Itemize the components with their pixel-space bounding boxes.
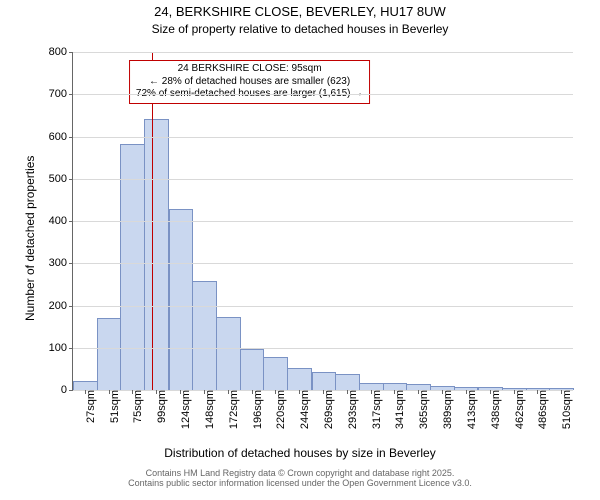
y-gridline <box>73 94 573 95</box>
x-tick-label: 148sqm <box>200 390 216 429</box>
x-tick-label: 269sqm <box>319 390 335 429</box>
histogram-bar <box>240 349 265 390</box>
histogram-bar <box>73 381 98 390</box>
histogram-bar <box>144 119 169 390</box>
x-tick-label: 75sqm <box>128 390 144 423</box>
plot-area: Number of detached properties 24 BERKSHI… <box>72 52 573 391</box>
x-tick-label: 172sqm <box>224 390 240 429</box>
y-tick-label: 100 <box>49 342 73 354</box>
histogram-bar <box>263 357 288 390</box>
histogram-bar <box>359 383 384 390</box>
footer-attribution: Contains HM Land Registry data © Crown c… <box>0 468 600 488</box>
x-tick-label: 317sqm <box>367 390 383 429</box>
histogram-bar <box>192 281 217 390</box>
annotation-line-1: 24 BERKSHIRE CLOSE: 95sqm <box>136 63 363 76</box>
histogram-bar <box>216 317 241 390</box>
x-tick-label: 196sqm <box>248 390 264 429</box>
histogram-bar <box>287 368 312 390</box>
y-gridline <box>73 348 573 349</box>
y-gridline <box>73 221 573 222</box>
x-tick-label: 244sqm <box>295 390 311 429</box>
y-gridline <box>73 137 573 138</box>
footer-line-2: Contains public sector information licen… <box>0 478 600 488</box>
x-tick-label: 510sqm <box>557 390 573 429</box>
y-axis-label: Number of detached properties <box>23 156 37 321</box>
x-tick-label: 462sqm <box>510 390 526 429</box>
y-tick-label: 700 <box>49 88 73 100</box>
chart-title-line2: Size of property relative to detached ho… <box>0 22 600 36</box>
x-tick-label: 124sqm <box>176 390 192 429</box>
x-tick-label: 51sqm <box>105 390 121 423</box>
histogram-bar <box>312 372 337 390</box>
y-tick-label: 500 <box>49 173 73 185</box>
annotation-box: 24 BERKSHIRE CLOSE: 95sqm ← 28% of detac… <box>129 60 370 104</box>
y-tick-label: 0 <box>61 384 73 396</box>
x-tick-label: 220sqm <box>271 390 287 429</box>
histogram-bar <box>335 374 360 390</box>
annotation-line-2: ← 28% of detached houses are smaller (62… <box>136 76 363 89</box>
footer-line-1: Contains HM Land Registry data © Crown c… <box>0 468 600 478</box>
x-tick-label: 486sqm <box>533 390 549 429</box>
y-gridline <box>73 263 573 264</box>
histogram-bar <box>383 383 408 390</box>
x-tick-label: 293sqm <box>343 390 359 429</box>
x-tick-label: 438sqm <box>486 390 502 429</box>
x-tick-label: 99sqm <box>152 390 168 423</box>
y-tick-label: 600 <box>49 131 73 143</box>
x-tick-label: 365sqm <box>414 390 430 429</box>
y-tick-label: 400 <box>49 215 73 227</box>
histogram-bar <box>120 144 145 390</box>
x-tick-label: 341sqm <box>390 390 406 429</box>
histogram-bar <box>97 318 122 390</box>
y-gridline <box>73 306 573 307</box>
x-tick-label: 27sqm <box>81 390 97 423</box>
histogram-bar <box>169 209 194 390</box>
y-tick-label: 200 <box>49 300 73 312</box>
y-tick-label: 800 <box>49 46 73 58</box>
y-gridline <box>73 179 573 180</box>
x-axis-label: Distribution of detached houses by size … <box>0 446 600 460</box>
figure-root: 24, BERKSHIRE CLOSE, BEVERLEY, HU17 8UW … <box>0 0 600 500</box>
y-gridline <box>73 52 573 53</box>
x-tick-label: 413sqm <box>462 390 478 429</box>
y-tick-label: 300 <box>49 257 73 269</box>
chart-title-line1: 24, BERKSHIRE CLOSE, BEVERLEY, HU17 8UW <box>0 4 600 19</box>
x-tick-label: 389sqm <box>438 390 454 429</box>
